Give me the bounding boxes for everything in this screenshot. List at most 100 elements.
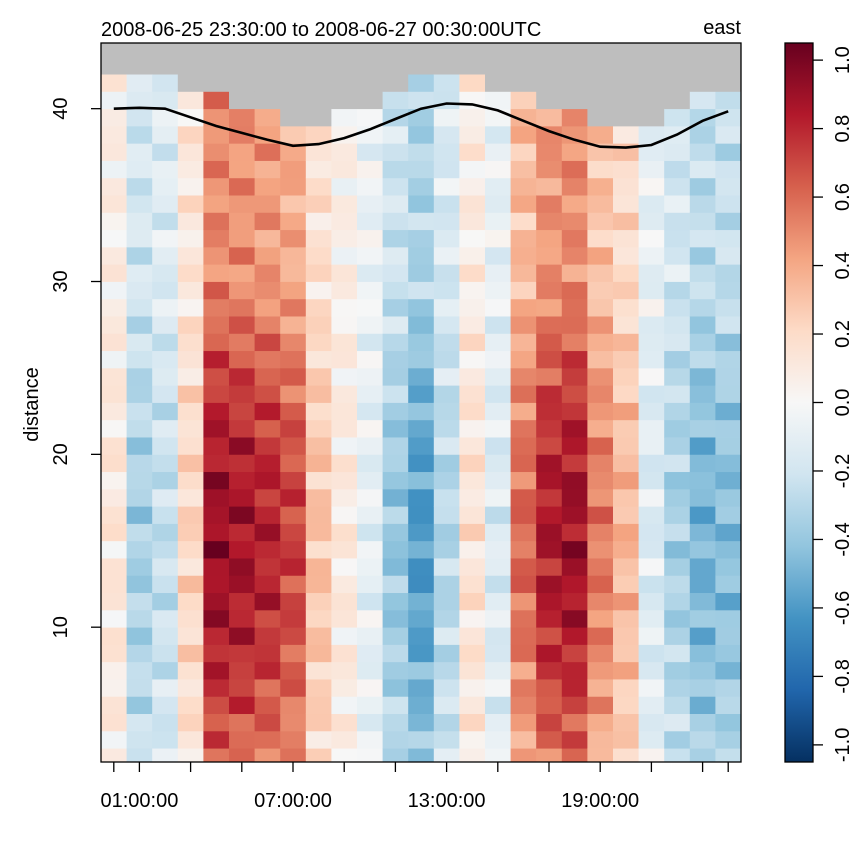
heatmap-cell	[485, 748, 511, 763]
heatmap-cell	[305, 488, 332, 507]
heatmap-cell	[613, 298, 639, 317]
heatmap-cell	[485, 402, 511, 421]
heatmap-cell	[408, 679, 435, 697]
heatmap-cell	[689, 385, 716, 403]
heatmap-cell	[433, 367, 460, 386]
heatmap-cell	[689, 437, 716, 455]
heatmap-cell	[715, 298, 742, 317]
heatmap-cell	[177, 177, 204, 196]
heatmap-cell	[331, 627, 358, 645]
heatmap-cell	[408, 713, 435, 732]
heatmap-cell	[203, 264, 230, 282]
heatmap-cell	[561, 454, 588, 473]
heatmap-cell	[254, 143, 281, 161]
heatmap-cell	[485, 419, 511, 438]
heatmap-cell	[510, 143, 537, 161]
heatmap-cell	[459, 506, 486, 524]
heatmap-cell	[485, 43, 511, 58]
heatmap-cell	[561, 540, 588, 559]
heatmap-cell	[587, 160, 614, 179]
heatmap-cell	[689, 592, 716, 611]
heatmap-cell	[101, 143, 127, 161]
heatmap-cell	[254, 627, 281, 645]
heatmap-cell	[408, 385, 435, 403]
heatmap-cell	[689, 160, 716, 179]
heatmap-cell	[177, 730, 204, 749]
heatmap-cell	[331, 730, 358, 749]
heatmap-cell	[382, 177, 409, 196]
heatmap-cell	[664, 74, 691, 92]
heatmap-cell	[254, 281, 281, 300]
heatmap-cell	[689, 558, 716, 576]
heatmap-cell	[357, 402, 383, 421]
heatmap-cell	[254, 609, 281, 628]
heatmap-cell	[664, 281, 691, 300]
heatmap-cell	[408, 540, 435, 559]
heatmap-cell	[331, 558, 358, 576]
heatmap-cell	[689, 679, 716, 697]
heatmap-cell	[536, 454, 563, 473]
heatmap-cell	[382, 644, 409, 663]
heatmap-cell	[382, 748, 409, 763]
heatmap-cell	[280, 74, 307, 92]
heatmap-cell	[177, 419, 204, 438]
heatmap-cell	[254, 540, 281, 559]
heatmap-cell	[101, 350, 127, 369]
heatmap-cell	[203, 661, 230, 680]
heatmap-cell	[664, 730, 691, 749]
heatmap-cell	[280, 350, 307, 369]
heatmap-cell	[152, 488, 179, 507]
colorbar-tick-label: 0.8	[832, 115, 854, 143]
heatmap-cell	[152, 558, 179, 576]
heatmap-cell	[254, 385, 281, 403]
heatmap-cell	[177, 506, 204, 524]
heatmap-cell	[101, 540, 127, 559]
heatmap-cell	[126, 43, 153, 58]
heatmap-cell	[203, 402, 230, 421]
colorbar-tick-label: -0.6	[832, 591, 854, 625]
heatmap-cell	[510, 195, 537, 213]
heatmap-cell	[664, 609, 691, 628]
heatmap-cell	[715, 333, 742, 352]
heatmap-cell	[485, 575, 511, 594]
heatmap-cell	[510, 281, 537, 300]
heatmap-cell	[485, 679, 511, 697]
heatmap-cell	[459, 333, 486, 352]
heatmap-cell	[561, 402, 588, 421]
heatmap-cell	[254, 367, 281, 386]
heatmap-cell	[229, 177, 255, 196]
heatmap-cell	[229, 91, 255, 110]
heatmap-cell	[305, 281, 332, 300]
heatmap-cell	[331, 679, 358, 697]
heatmap-cell	[408, 264, 435, 282]
heatmap-cell	[485, 506, 511, 524]
heatmap-cell	[177, 592, 204, 611]
heatmap-cell	[613, 316, 639, 334]
heatmap-cell	[331, 160, 358, 179]
heatmap-cell	[126, 74, 153, 92]
heatmap-cell	[254, 91, 281, 110]
heatmap-cell	[331, 523, 358, 542]
heatmap-cell	[587, 298, 614, 317]
heatmap-cell	[331, 644, 358, 663]
heatmap-cell	[357, 644, 383, 663]
heatmap-cell	[331, 281, 358, 300]
heatmap-cell	[485, 523, 511, 542]
heatmap-cell	[613, 91, 639, 110]
heatmap-cell	[664, 627, 691, 645]
heatmap-cell	[254, 696, 281, 715]
heatmap-cell	[689, 488, 716, 507]
heatmap-cell	[126, 661, 153, 680]
heatmap-cell	[331, 56, 358, 75]
heatmap-cell	[536, 609, 563, 628]
heatmap-cell	[664, 367, 691, 386]
heatmap-cell	[408, 696, 435, 715]
heatmap-cell	[101, 592, 127, 611]
heatmap-cell	[689, 125, 716, 144]
heatmap-cell	[536, 437, 563, 455]
heatmap-cell	[638, 264, 665, 282]
heatmap-cell	[433, 350, 460, 369]
surface-line-layer	[113, 102, 729, 149]
heatmap-cell	[280, 627, 307, 645]
heatmap-cell	[280, 402, 307, 421]
